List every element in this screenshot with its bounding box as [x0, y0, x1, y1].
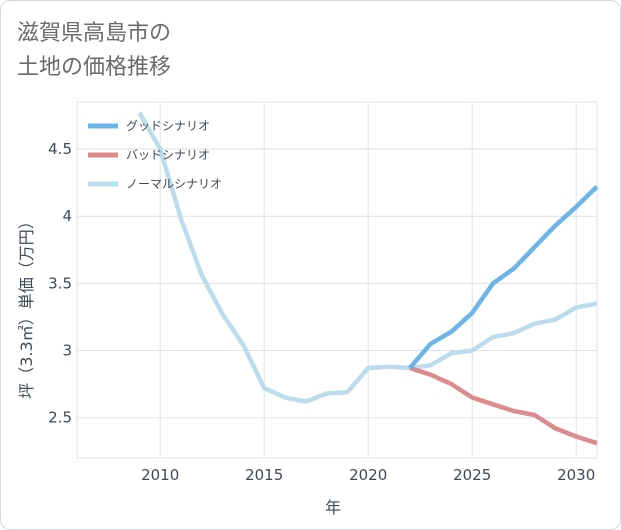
legend-label: バッドシナリオ	[126, 148, 210, 162]
x-tick-label: 2025	[453, 466, 491, 484]
y-tick-label: 3.5	[48, 274, 72, 292]
series-line-2	[137, 111, 598, 404]
legend-label: ノーマルシナリオ	[126, 177, 222, 191]
y-tick-label: 4	[62, 207, 72, 225]
series-line-1	[409, 365, 598, 446]
x-tick-label: 2020	[349, 466, 387, 484]
series-lines	[137, 111, 599, 446]
chart-title: 滋賀県高島市の 土地の価格推移	[17, 17, 171, 85]
x-tick-label: 2010	[141, 466, 179, 484]
x-axis-title: 年	[325, 498, 341, 517]
y-tick-label: 2.5	[48, 409, 72, 427]
grid-lines	[76, 101, 598, 459]
y-axis-title: 坪（3.3㎡）単価（万円）	[17, 213, 36, 398]
chart-title-line-2: 土地の価格推移	[17, 55, 172, 80]
y-tick-label: 4.5	[48, 140, 72, 158]
tick-labels: 2010 2015 2020 2025 2030 2.5 3 3.5 4 4.5	[48, 140, 595, 484]
legend-label: グッドシナリオ	[126, 119, 210, 133]
x-tick-label: 2030	[557, 466, 595, 484]
y-tick-label: 3	[62, 342, 72, 360]
x-tick-label: 2015	[245, 466, 283, 484]
series-line-0	[408, 184, 599, 370]
chart-title-line-1: 滋賀県高島市の	[17, 21, 172, 46]
plot-area-border	[76, 101, 598, 459]
